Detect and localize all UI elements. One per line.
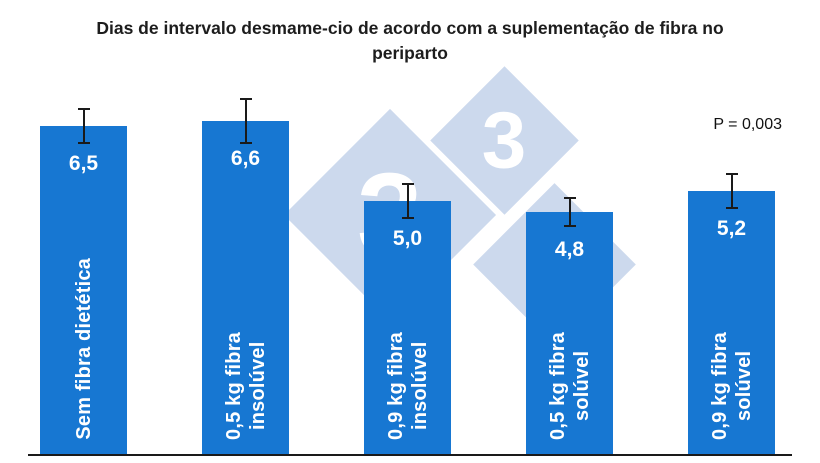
error-bar: [77, 108, 90, 144]
error-bar: [563, 197, 576, 227]
bar-value-label: 6,6: [230, 147, 261, 170]
bar-category-label: 0,5 kg fibra solúvel: [546, 332, 593, 440]
bar: 4,8 0,5 kg fibra solúvel: [526, 197, 613, 454]
bar: 6,6 0,5 kg fibra insolúvel: [202, 98, 289, 454]
bar: 5,2 0,9 kg fibra solúvel: [688, 173, 775, 454]
chart-title: Dias de intervalo desmame-cio de acordo …: [96, 18, 724, 64]
error-bar: [239, 98, 252, 144]
bar-value-label: 6,5: [68, 152, 99, 175]
bar-value-label: 5,0: [392, 227, 423, 250]
bar-category-label: 0,9 kg fibra solúvel: [708, 332, 755, 440]
bar-value-label: 4,8: [554, 238, 585, 261]
p-value-annotation: P = 0,003: [713, 116, 782, 133]
x-axis-line: [28, 454, 792, 456]
bar-category-label: Sem fibra dietética: [72, 258, 95, 440]
error-bar: [725, 173, 738, 209]
bar-category-label: 0,5 kg fibra insolúvel: [222, 332, 269, 440]
bar: 6,5 Sem fibra dietética: [40, 108, 127, 454]
bar: 5,0 0,9 kg fibra insolúvel: [364, 183, 451, 454]
bar-value-label: 5,2: [716, 217, 747, 240]
error-bar: [401, 183, 414, 219]
bar-category-label: 0,9 kg fibra insolúvel: [384, 332, 431, 440]
